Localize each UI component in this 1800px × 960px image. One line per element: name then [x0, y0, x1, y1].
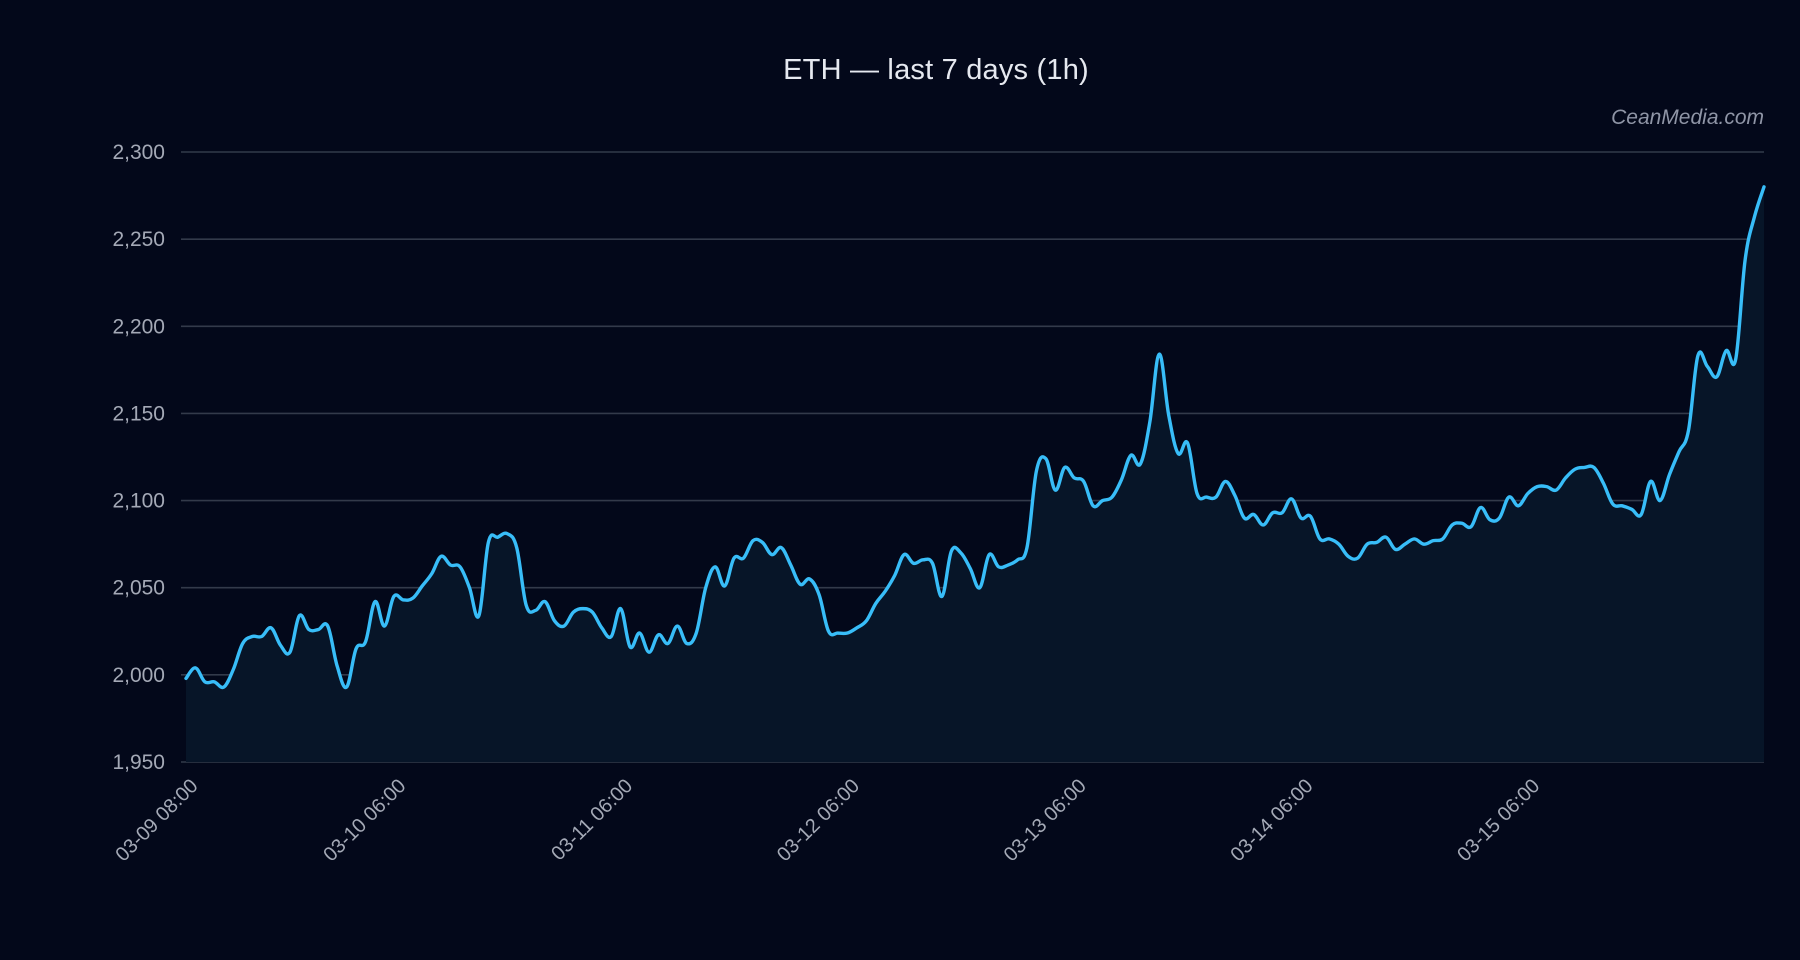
- x-axis-ticks: 03-09 08:00 03-10 06:00 03-11 06:00 03-12 0…: [111, 775, 1544, 866]
- x-tick-label: 03-15 06:00: [1453, 775, 1544, 866]
- y-tick-label: 2,300: [112, 141, 165, 164]
- y-axis-ticks: 1,950 2,000 2,050 2,100 2,150 2,200 2,250 2,300: [112, 141, 165, 774]
- y-tick-label: 2,200: [112, 315, 165, 338]
- y-tick-label: 2,000: [112, 664, 165, 687]
- x-tick-label: 03-09 08:00: [111, 775, 202, 866]
- chart-title: ETH — last 7 days (1h): [783, 54, 1089, 86]
- y-tick-label: 1,950: [112, 751, 165, 774]
- x-tick-label: 03-11 06:00: [547, 775, 637, 865]
- x-tick-label: 03-14 06:00: [1226, 775, 1317, 866]
- y-tick-label: 2,050: [112, 577, 165, 600]
- y-tick-label: 2,250: [112, 228, 165, 251]
- y-tick-label: 2,150: [112, 402, 165, 425]
- watermark: CeanMedia.com: [1611, 106, 1764, 129]
- y-tick-label: 2,100: [112, 490, 165, 513]
- x-tick-label: 03-12 06:00: [773, 775, 864, 866]
- price-line: [184, 185, 1766, 690]
- x-tick-label: 03-13 06:00: [1000, 775, 1091, 866]
- x-tick-label: 03-10 06:00: [319, 775, 410, 866]
- area-fill: [186, 186, 1764, 762]
